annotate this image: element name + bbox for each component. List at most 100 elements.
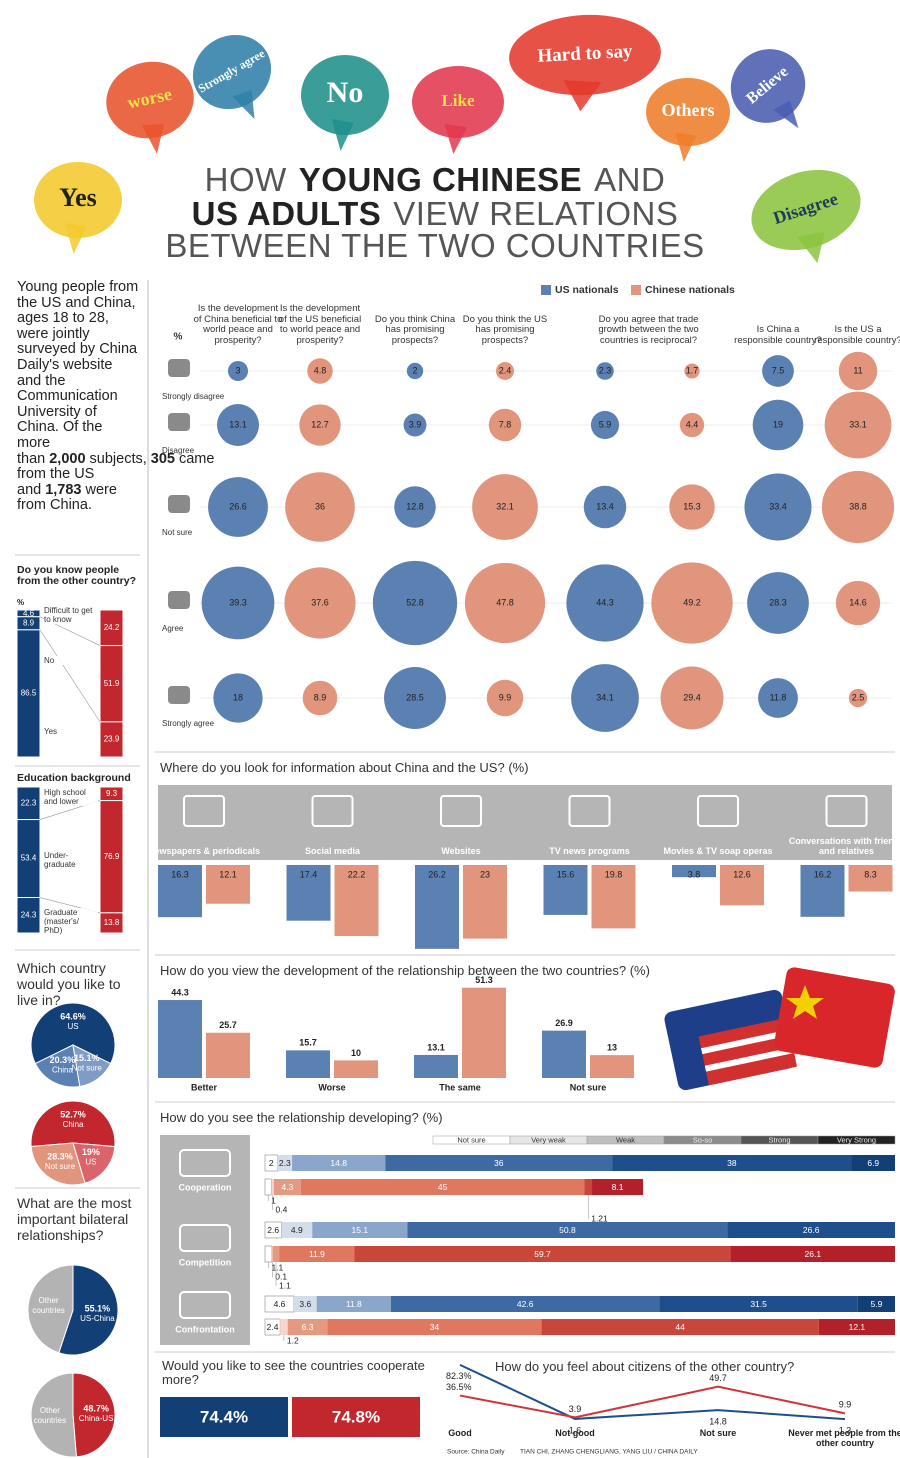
bubble-word: Others <box>662 100 715 120</box>
stacked-segment <box>391 1296 660 1312</box>
bubble-word: Yes <box>59 183 97 212</box>
segment-label: 0.4 <box>276 1204 288 1214</box>
bubble-label: 2 <box>412 365 417 375</box>
stacked-segment <box>293 1296 317 1312</box>
segment-label: 2.4 <box>267 1322 279 1332</box>
category-box: Movies & TV soap operas <box>660 826 776 856</box>
bubble-mark <box>758 678 798 718</box>
bar <box>286 865 331 921</box>
category-label: Websites <box>441 846 481 856</box>
segment-label: 8.1 <box>612 1182 624 1192</box>
stacked-segment <box>851 1155 895 1171</box>
point-label: 82.3% <box>446 1371 472 1381</box>
intro-part: came from the US and <box>17 450 215 498</box>
pie-value-label: 28.3% <box>47 1151 73 1161</box>
bubble-label: 49.2 <box>683 597 701 607</box>
bubble-mark <box>835 580 881 626</box>
bubble <box>106 61 194 139</box>
stacked-segment <box>354 1246 731 1262</box>
bubble-mark <box>302 680 338 716</box>
speech-bubble <box>730 49 806 129</box>
intro-part: Young people from the US and China, ages… <box>17 279 139 467</box>
china-star <box>786 985 824 1019</box>
bubble-mark <box>679 412 705 438</box>
chart-title: How do you see the relationship developi… <box>160 1110 443 1125</box>
bar <box>206 865 250 904</box>
tile-value-label: 74.8% <box>332 1407 380 1426</box>
segment-label: 1 <box>271 1195 276 1205</box>
bubble-label: 8.9 <box>314 692 327 702</box>
bubble-label: 2.3 <box>599 365 612 375</box>
bubble-mark <box>201 566 275 640</box>
bubble-mark <box>307 358 333 384</box>
bar <box>720 865 764 906</box>
bubble-label: 4.8 <box>314 365 327 375</box>
legend-label: Strong <box>768 1135 790 1144</box>
category-panel <box>160 1135 250 1345</box>
bar <box>334 865 379 937</box>
stacked-segment <box>264 1245 273 1263</box>
speech-bubble <box>301 55 389 151</box>
point-label: 14.8 <box>709 1416 727 1426</box>
category-box: Newspapers & periodicals <box>146 826 262 856</box>
tile-value-label: 74.4% <box>200 1407 248 1426</box>
segment-label: 1.1 <box>271 1262 283 1272</box>
pie-slice <box>27 1264 74 1354</box>
category-icon <box>179 1291 231 1319</box>
bubble <box>192 34 272 110</box>
stacked-segment <box>271 1179 274 1195</box>
segment-label: 26.1 <box>805 1249 822 1259</box>
stacked-segment <box>280 1319 288 1335</box>
bubble-mark <box>660 666 724 730</box>
bubble-mark <box>496 362 514 380</box>
intro-text: Young people from the US and China, ages… <box>17 279 214 514</box>
category-icon <box>183 795 225 827</box>
bubble-label: 4.4 <box>686 419 699 429</box>
bar <box>462 987 506 1078</box>
stacked-segment <box>857 1296 895 1312</box>
category-label: Good <box>448 1428 472 1438</box>
bubble-label: 37.6 <box>311 597 329 607</box>
segment-label: 86.5 <box>21 689 37 698</box>
intro-part: subjects, <box>89 450 147 467</box>
stacked-segment <box>612 1155 852 1171</box>
row-icon <box>168 359 190 377</box>
bubble-label: 5.9 <box>599 419 612 429</box>
category-icon <box>179 1149 231 1177</box>
legend-swatch <box>817 1135 896 1145</box>
stacked-segment <box>385 1155 613 1171</box>
segment-label: 22.3 <box>21 798 37 807</box>
legend-label: US nationals <box>555 284 619 296</box>
row-label: Not sure <box>162 528 193 537</box>
bubble-label: 11 <box>853 365 862 375</box>
bubble-mark <box>394 486 436 528</box>
category-label: Better <box>191 1082 218 1092</box>
bubble-mark <box>596 362 614 380</box>
title-part: HOW <box>204 161 287 198</box>
pie-value-label: 48.7% <box>83 1403 109 1413</box>
bar-value-label: 15.6 <box>557 869 575 879</box>
title-part: VIEW RELATIONS <box>393 195 679 232</box>
category-label: Yes <box>44 727 98 736</box>
stacked-segment <box>584 1179 593 1195</box>
pie-value-label: 19% <box>82 1147 100 1157</box>
bubble-mark <box>848 688 868 708</box>
bubble-label: 28.5 <box>406 692 424 702</box>
segment-label: 36 <box>494 1158 504 1168</box>
line-series <box>459 1385 846 1419</box>
stacked-segment <box>264 1178 272 1196</box>
bubble-mark <box>227 360 249 382</box>
category-label: Graduate (master's/ PhD) <box>44 908 98 935</box>
intro-part: were from China. <box>17 481 117 514</box>
segment-label: 5.9 <box>871 1299 883 1309</box>
bubble-mark <box>299 404 341 446</box>
bubble-mark <box>684 363 700 379</box>
bar-value-label: 10 <box>351 1048 361 1058</box>
pie-category-label: US <box>85 1158 96 1167</box>
segment-label: 11.9 <box>309 1249 325 1259</box>
speech-bubble <box>646 78 730 162</box>
pie-value-label: 15.1% <box>74 1053 100 1063</box>
point-label: 1.6 <box>569 1425 582 1435</box>
category-label: Confrontation <box>175 1324 234 1334</box>
